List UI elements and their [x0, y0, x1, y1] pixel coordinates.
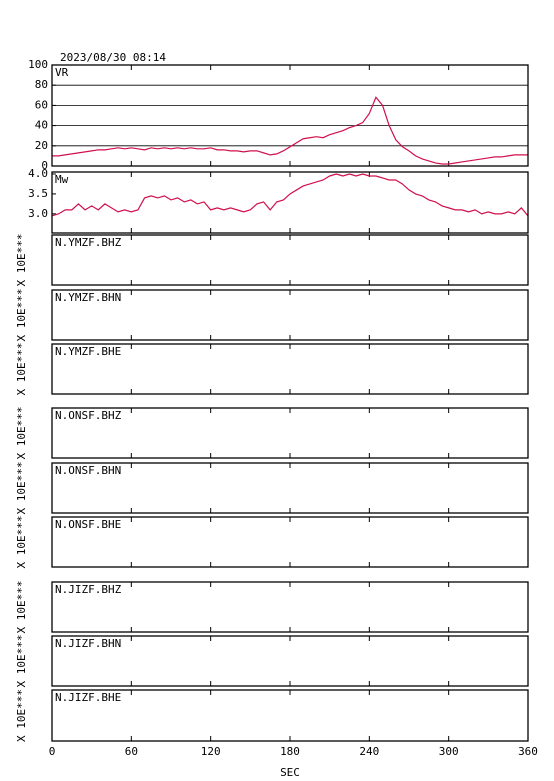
panel-frame	[51, 171, 529, 234]
channel-label: N.YMZF.BHN	[55, 291, 121, 304]
channel-label: N.ONSF.BHZ	[55, 409, 122, 422]
y-tick-label: 60	[35, 98, 48, 111]
channel-label: N.YMZF.BHZ	[55, 236, 122, 249]
x-tick-label: 240	[359, 745, 379, 758]
channel-label: N.JIZF.BHN	[55, 637, 121, 650]
panel-frame	[51, 64, 529, 167]
y-axis-label: X 10E***	[15, 462, 28, 515]
y-axis-label: X 10E***	[15, 289, 28, 342]
panel-frame	[51, 462, 529, 514]
y-tick-label: 3.0	[28, 207, 48, 220]
channel-label: N.ONSF.BHN	[55, 464, 121, 477]
panel-frame	[51, 289, 529, 341]
chart-title: 2023/08/30 08:14	[60, 51, 166, 64]
x-tick-label: 60	[125, 745, 138, 758]
channel-label: N.ONSF.BHE	[55, 518, 121, 531]
channel-label: N.JIZF.BHZ	[55, 583, 122, 596]
y-tick-label: 0	[41, 159, 48, 172]
panel-frame	[51, 343, 529, 395]
panel-frame	[51, 689, 529, 742]
y-axis-label: X 10E***	[15, 234, 28, 287]
y-tick-label: 4.0	[28, 167, 48, 180]
y-axis-label: X 10E***	[15, 343, 28, 396]
x-axis-label: SEC	[280, 766, 300, 779]
channel-label: N.YMZF.BHE	[55, 345, 121, 358]
x-tick-label: 180	[280, 745, 300, 758]
panel-frame	[51, 516, 529, 568]
y-axis-label: X 10E***	[15, 689, 28, 742]
x-tick-label: 120	[201, 745, 221, 758]
data-line	[52, 96, 528, 165]
panel-frame	[51, 407, 529, 459]
channel-label: N.JIZF.BHE	[55, 691, 121, 704]
panel-frame	[51, 581, 529, 633]
series-label: Mw	[55, 173, 69, 186]
y-axis-label: X 10E***	[15, 635, 28, 688]
panel-frame	[51, 234, 529, 286]
y-tick-label: 20	[35, 139, 48, 152]
x-tick-label: 0	[49, 745, 56, 758]
x-tick-label: 360	[518, 745, 538, 758]
y-tick-label: 100	[28, 58, 48, 71]
y-axis-label: X 10E***	[15, 581, 28, 634]
panel-frame	[51, 635, 529, 687]
y-tick-label: 40	[35, 119, 48, 132]
y-tick-label: 80	[35, 78, 48, 91]
series-label: VR	[55, 66, 69, 79]
data-line	[51, 173, 529, 217]
y-tick-label: 3.5	[28, 187, 48, 200]
y-axis-label: X 10E***	[15, 407, 28, 460]
x-tick-label: 300	[439, 745, 459, 758]
y-axis-label: X 10E***	[15, 516, 28, 569]
